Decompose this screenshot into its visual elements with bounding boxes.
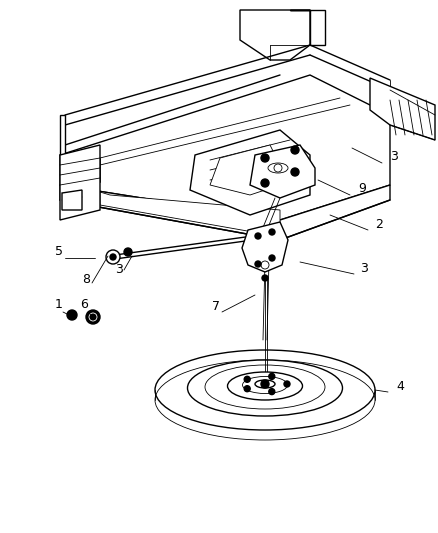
Polygon shape — [60, 75, 390, 220]
Circle shape — [269, 389, 275, 394]
Text: 1: 1 — [55, 298, 63, 311]
Ellipse shape — [255, 380, 275, 388]
Circle shape — [124, 248, 132, 256]
Polygon shape — [240, 10, 310, 60]
Circle shape — [261, 179, 269, 187]
Circle shape — [291, 168, 299, 176]
Polygon shape — [60, 115, 65, 155]
Circle shape — [110, 254, 116, 260]
Polygon shape — [250, 145, 315, 198]
Circle shape — [244, 386, 250, 392]
Ellipse shape — [205, 365, 325, 409]
Ellipse shape — [187, 360, 343, 416]
Circle shape — [261, 380, 269, 388]
Circle shape — [269, 374, 275, 379]
Circle shape — [106, 250, 120, 264]
Polygon shape — [190, 130, 310, 215]
Text: 9: 9 — [358, 182, 366, 195]
Polygon shape — [100, 192, 280, 235]
Circle shape — [269, 255, 275, 261]
Polygon shape — [60, 145, 100, 220]
Text: 2: 2 — [375, 218, 383, 231]
Circle shape — [261, 154, 269, 162]
Text: 5: 5 — [55, 245, 63, 258]
Polygon shape — [62, 190, 82, 210]
Text: 3: 3 — [360, 262, 368, 275]
Polygon shape — [242, 222, 288, 272]
Circle shape — [89, 313, 97, 321]
Text: 8: 8 — [82, 273, 90, 286]
Ellipse shape — [155, 350, 375, 430]
Circle shape — [284, 381, 290, 387]
Circle shape — [86, 310, 100, 324]
Circle shape — [67, 310, 77, 320]
Text: 3: 3 — [115, 263, 123, 276]
Polygon shape — [60, 185, 390, 240]
Ellipse shape — [227, 372, 303, 400]
Circle shape — [291, 146, 299, 154]
Polygon shape — [370, 78, 435, 140]
Circle shape — [255, 233, 261, 239]
Ellipse shape — [268, 163, 288, 173]
Circle shape — [274, 164, 282, 172]
Circle shape — [244, 376, 250, 382]
Text: 6: 6 — [80, 298, 88, 311]
Circle shape — [262, 275, 268, 281]
Circle shape — [255, 261, 261, 267]
Polygon shape — [290, 10, 325, 45]
Circle shape — [269, 229, 275, 235]
Circle shape — [261, 261, 269, 269]
Text: 3: 3 — [390, 150, 398, 163]
Polygon shape — [210, 145, 280, 195]
Text: 4: 4 — [396, 380, 404, 393]
Ellipse shape — [243, 376, 287, 393]
Text: 7: 7 — [212, 300, 220, 313]
